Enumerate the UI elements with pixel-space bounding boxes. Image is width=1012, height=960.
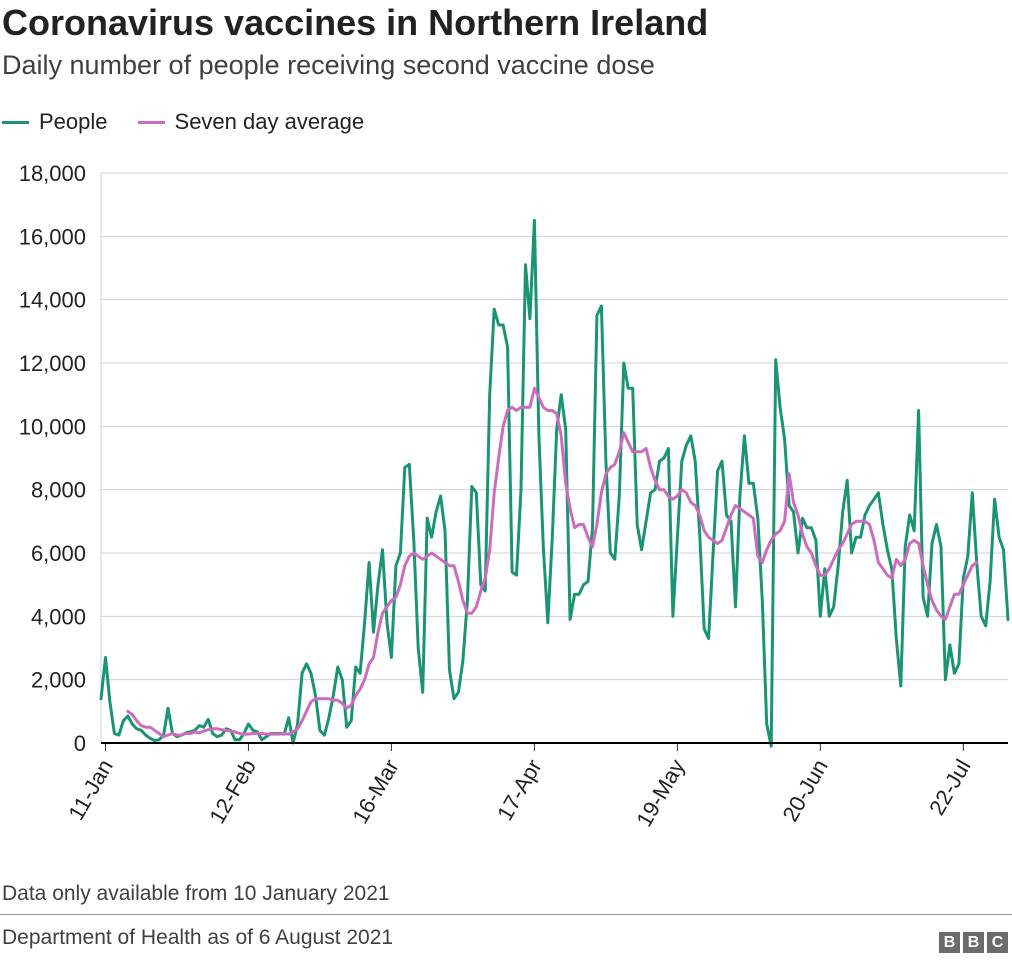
legend-item-average: Seven day average [137, 109, 365, 135]
bbc-logo: B B C [939, 932, 1008, 953]
y-tick-label: 8,000 [31, 478, 86, 503]
logo-letter: B [939, 932, 960, 953]
y-tick-label: 12,000 [19, 351, 86, 376]
chart-subtitle: Daily number of people receiving second … [2, 50, 655, 80]
y-tick-label: 2,000 [31, 668, 86, 693]
footnote: Data only available from 10 January 2021 [2, 882, 390, 905]
y-tick-label: 10,000 [19, 414, 86, 439]
x-tick-label: 16-Mar [347, 755, 403, 828]
y-tick-label: 4,000 [31, 604, 86, 629]
legend-label-average: Seven day average [174, 109, 365, 134]
x-tick-label: 19-May [631, 755, 689, 831]
legend-swatch-people [2, 120, 29, 124]
line-chart: 0 2,000 4,000 6,000 8,000 10,000 12,000 14,000 1… [19, 161, 1010, 831]
y-tick-label: 14,000 [19, 288, 86, 313]
source-note: Department of Health as of 6 August 2021 [2, 926, 394, 949]
logo-letter: B [963, 932, 984, 953]
series-line-people [99, 219, 1010, 748]
legend: People Seven day average [2, 107, 394, 137]
legend-swatch-average [137, 120, 165, 124]
x-tick-label: 11-Jan [63, 755, 117, 824]
x-tick-label: 20-Jun [777, 755, 832, 826]
y-tick-label: 0 [74, 731, 86, 756]
y-tick-label: 16,000 [19, 224, 86, 249]
x-tick-label: 22-Jul [924, 755, 976, 819]
x-tick-label: 17-Apr [492, 755, 547, 825]
series-line-average [126, 386, 979, 739]
y-tick-label: 18,000 [19, 161, 86, 186]
y-tick-label: 6,000 [31, 541, 86, 566]
legend-label-people: People [39, 109, 108, 134]
chart-title: Coronavirus vaccines in Northern Ireland [2, 2, 709, 43]
legend-item-people: People [2, 109, 108, 135]
divider [0, 914, 1012, 915]
x-tick-label: 12-Feb [204, 755, 261, 828]
logo-letter: C [987, 932, 1008, 953]
